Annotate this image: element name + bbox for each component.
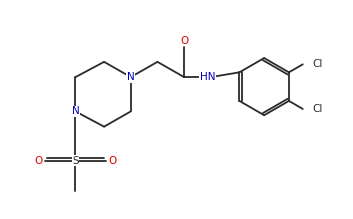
Text: N: N [127,72,134,82]
Text: S: S [72,156,79,166]
Text: HN: HN [200,72,215,82]
Text: N: N [72,106,79,117]
Text: Cl: Cl [312,104,323,114]
Text: O: O [109,156,117,166]
Text: O: O [34,156,42,166]
Text: Cl: Cl [312,59,323,69]
Text: O: O [180,36,188,46]
